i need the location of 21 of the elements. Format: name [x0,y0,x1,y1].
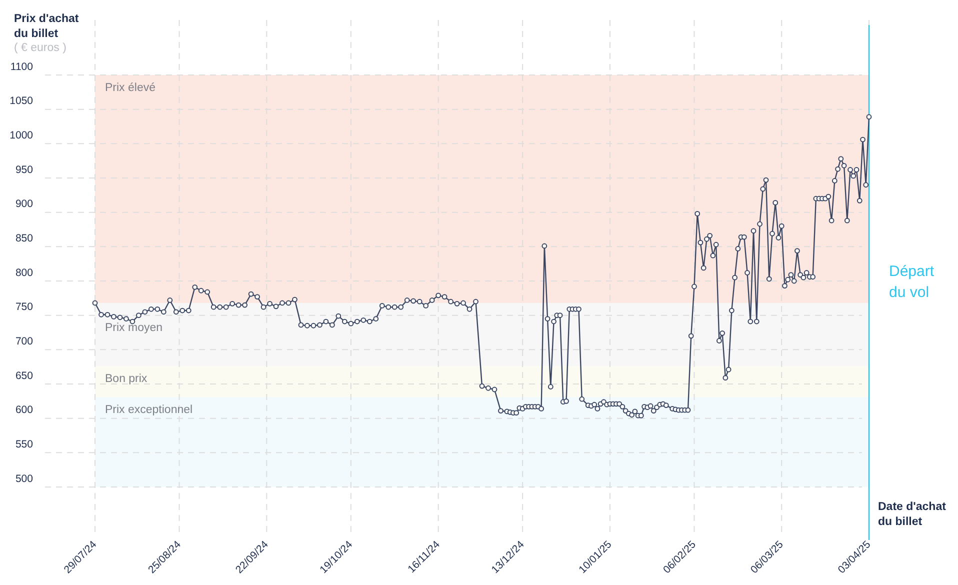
text: ( € euros ) [14,42,67,54]
band-label: Bon prix [105,373,148,386]
y-tick-label: 1000 [10,129,34,142]
y-tick-label: 650 [15,370,34,382]
y-tick-label: 600 [15,404,34,416]
y-tick-label: 700 [15,335,34,348]
x-axis-title: Date d'achat du billet [878,501,946,528]
band-label: Prix exceptionnel [105,404,193,416]
y-tick-label: 850 [15,232,34,244]
y-tick-label: 1050 [10,95,34,108]
y-tick-label: 1100 [10,60,34,73]
y-tick-label: 950 [15,164,34,176]
y-tick-label: 800 [15,266,34,279]
y-axis-title: Prix d'achat du billet [14,13,79,40]
y-tick-label: 500 [15,472,34,485]
ref-line-label: Départ du vol [889,263,935,301]
band-label: Prix élevé [105,82,156,94]
y-tick-label: 900 [15,198,34,210]
band-label: Prix moyen [105,322,163,334]
y-tick-label: 550 [15,438,34,450]
y-tick-label: 750 [15,301,34,314]
